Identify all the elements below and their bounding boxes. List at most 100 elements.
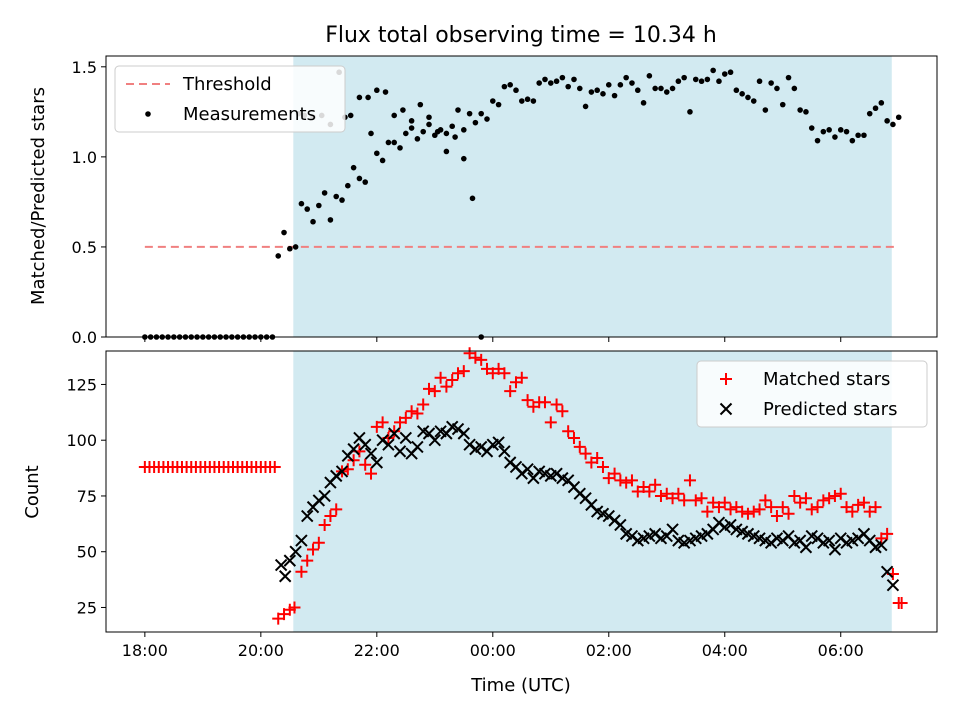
measurement-point (513, 87, 519, 94)
matched-point (498, 367, 511, 380)
predicted-point (318, 489, 331, 503)
matched-point (428, 385, 441, 398)
matched-point (895, 597, 908, 610)
predicted-point (364, 447, 378, 460)
matched-point (811, 501, 824, 514)
legend: Matched stars Predicted stars (696, 360, 928, 428)
predicted-point (880, 565, 894, 578)
measurement-point (634, 87, 641, 94)
measurement-point (669, 85, 676, 92)
measurement-point (385, 139, 392, 146)
predicted-point (278, 570, 292, 583)
measurement-point (489, 98, 496, 104)
measurement-point (692, 76, 699, 83)
measurement-point (571, 76, 577, 83)
measurement-point (374, 150, 380, 157)
matched-point (318, 518, 331, 531)
measurement-point (600, 91, 606, 97)
measurement-point (530, 98, 537, 104)
measurement-point (675, 78, 682, 85)
measurement-point (727, 69, 734, 76)
matched-point (434, 371, 447, 384)
measurement-point (368, 130, 374, 137)
measurement-point (426, 114, 432, 121)
matched-point (817, 494, 830, 507)
measurement-point (820, 128, 827, 135)
matched-point (521, 394, 534, 407)
measurement-point (460, 127, 467, 133)
predicted-point (289, 545, 302, 558)
measurement-point (559, 74, 566, 81)
measurement-point (739, 91, 745, 97)
measurement-point (310, 218, 316, 225)
measurement-point (460, 155, 467, 162)
matched-point (556, 405, 569, 418)
matched-point (376, 416, 389, 429)
matched-point (608, 467, 621, 480)
predicted-point (295, 534, 308, 547)
matched-point (411, 407, 424, 420)
measurement-point (408, 118, 415, 124)
matched-point (724, 503, 737, 516)
measurement-point (356, 175, 363, 182)
matched-point (365, 467, 378, 480)
matched-point (649, 478, 662, 491)
measurement-point (391, 112, 398, 119)
measurement-point (617, 82, 624, 88)
measurement-point (408, 125, 415, 131)
measurement-point (547, 80, 554, 86)
matched-point (846, 505, 859, 518)
measurement-point (292, 244, 299, 250)
matched-point (823, 492, 836, 505)
measurement-point (469, 195, 476, 202)
predicted-point (492, 436, 505, 449)
matched-point (718, 496, 731, 509)
predicted-point (283, 554, 297, 567)
y-tick-label: 125 (66, 375, 97, 394)
measurement-point (814, 137, 821, 144)
matched-point (759, 494, 772, 507)
measurement-point (623, 74, 629, 81)
matched-point (567, 431, 580, 444)
matched-point (388, 425, 401, 438)
predicted-point (274, 558, 288, 572)
y-axis-label-top: Matched/Predicted stars (28, 87, 49, 305)
legend-predicted-swatch (719, 402, 733, 416)
measurement-point (855, 132, 861, 139)
legend-measurement-swatch (145, 111, 151, 117)
matched-point (689, 494, 702, 507)
measurement-point (472, 119, 479, 126)
measurement-point (455, 107, 461, 113)
measurement-point (339, 197, 345, 203)
measurement-point (507, 82, 513, 88)
measurement-point (345, 182, 351, 189)
predicted-point (822, 534, 836, 547)
measurement-point (878, 100, 885, 106)
measurement-point (356, 94, 363, 101)
matched-point (562, 425, 575, 438)
matched-point (834, 487, 847, 500)
measurement-point (611, 92, 618, 99)
matched-point (446, 373, 459, 386)
matched-point (452, 367, 465, 380)
measurement-point (365, 94, 371, 101)
measurement-point (849, 137, 856, 144)
measurement-point (843, 128, 850, 135)
measurement-point (478, 110, 484, 117)
measurement-point (281, 229, 287, 236)
measurement-point (698, 78, 705, 85)
predicted-point (614, 518, 627, 532)
matched-point (515, 371, 528, 384)
matched-point (573, 440, 586, 453)
matched-point (643, 485, 656, 498)
predicted-point (388, 427, 401, 440)
legend-box (114, 65, 346, 133)
measurement-point (762, 107, 769, 113)
measurement-point (287, 245, 293, 252)
measurement-point (391, 139, 398, 146)
matched-point (881, 527, 894, 540)
x-tick-label: 02:00 (586, 641, 632, 660)
measurement-point (716, 78, 722, 85)
measurement-point (379, 157, 386, 164)
matched-point (852, 498, 865, 511)
